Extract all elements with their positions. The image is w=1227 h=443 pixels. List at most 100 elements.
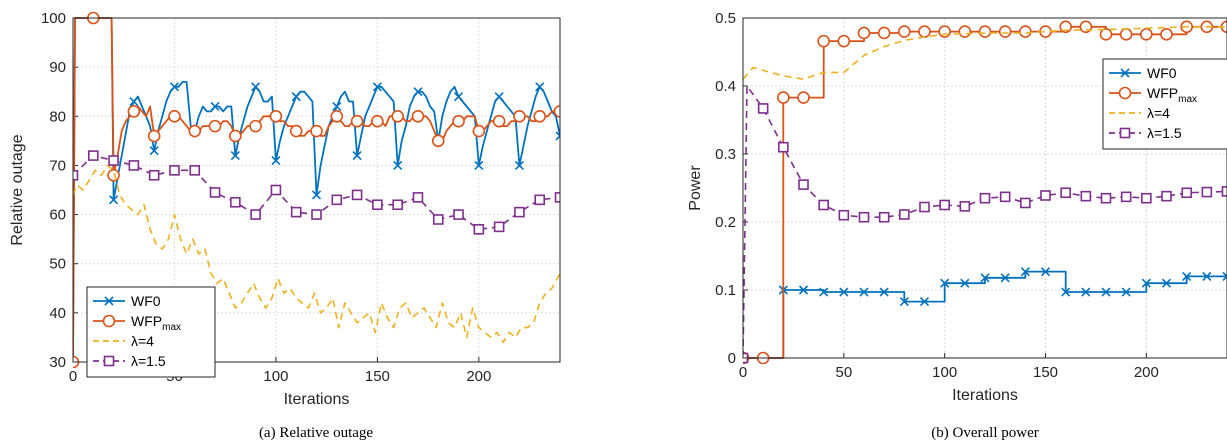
data-point-marker (1040, 267, 1051, 277)
data-point-marker (757, 103, 769, 114)
data-point-marker (109, 195, 119, 205)
data-point-marker (452, 114, 465, 128)
data-point-marker (147, 129, 161, 143)
data-point-marker (472, 124, 486, 138)
legend-label: WF0 (131, 293, 161, 309)
series-line (73, 164, 560, 344)
data-point-marker (797, 91, 810, 104)
legend-label: λ=4 (131, 333, 154, 349)
legend-swatch-marker (103, 355, 115, 367)
data-point-marker (107, 168, 120, 182)
data-point-marker (1020, 267, 1030, 277)
series-WFPmax (73, 12, 560, 368)
x-tick-label: 0 (69, 368, 77, 385)
y-axis-label: Power (687, 165, 704, 211)
data-point-marker (1202, 271, 1212, 281)
data-point-marker (1020, 197, 1031, 209)
series-WFPmax (743, 20, 1227, 364)
series-line (743, 270, 1227, 359)
data-point-marker (330, 109, 344, 123)
series-4 (73, 164, 560, 344)
legend-swatch-marker (1118, 86, 1132, 100)
data-point-marker (939, 199, 950, 211)
data-point-marker (1141, 278, 1151, 288)
y-tick-label: 40 (49, 305, 66, 322)
data-point-marker (128, 160, 140, 171)
data-point-marker (250, 209, 261, 220)
data-point-marker (1100, 192, 1112, 204)
y-axis-label: Relative outage (9, 134, 26, 245)
data-point-marker (290, 206, 302, 218)
data-point-marker (919, 201, 930, 213)
y-tick-label: 0 (728, 350, 736, 367)
data-point-marker (778, 141, 789, 153)
data-point-marker (209, 187, 221, 198)
data-point-marker (959, 201, 971, 212)
data-point-marker (411, 109, 425, 123)
data-point-marker (958, 25, 972, 38)
data-point-marker (1060, 187, 1071, 199)
series-1.5 (73, 150, 560, 235)
data-point-marker (980, 273, 990, 283)
data-point-marker (371, 114, 384, 128)
y-tick-label: 0.4 (715, 78, 736, 95)
data-point-marker (837, 34, 851, 48)
x-tick-label: 200 (466, 368, 491, 385)
x-axis-label: Iterations (284, 391, 350, 408)
y-tick-label: 80 (49, 108, 66, 125)
y-tick-label: 50 (49, 256, 66, 273)
x-tick-label: 0 (739, 364, 747, 381)
data-point-marker (251, 82, 261, 92)
data-point-marker (554, 192, 560, 203)
data-point-marker (1040, 190, 1051, 201)
data-point-marker (87, 150, 99, 161)
y-tick-label: 70 (49, 157, 66, 174)
data-point-marker (332, 101, 342, 112)
data-point-marker (898, 25, 911, 38)
x-axis-label: Iterations (952, 387, 1018, 404)
data-point-marker (514, 206, 525, 218)
legend-label: λ=1.5 (1147, 125, 1182, 141)
data-point-marker (289, 124, 303, 138)
data-point-marker (1101, 287, 1111, 297)
data-point-marker (229, 129, 242, 143)
x-tick-label: 200 (1134, 364, 1159, 381)
data-point-marker (1141, 192, 1152, 204)
x-tick-label: 150 (365, 368, 390, 385)
legend-label-subscript: max (162, 322, 181, 333)
data-point-marker (1119, 28, 1133, 41)
data-point-marker (350, 114, 364, 128)
data-point-marker (859, 287, 869, 297)
data-point-marker (392, 199, 403, 211)
data-point-marker (149, 146, 159, 156)
data-point-marker (1081, 287, 1091, 297)
data-point-marker (1099, 28, 1113, 41)
data-point-marker (230, 196, 241, 208)
data-point-marker (513, 109, 526, 123)
data-point-marker (940, 278, 950, 288)
data-point-marker (494, 92, 504, 102)
data-point-marker (919, 296, 930, 307)
data-point-marker (148, 169, 160, 181)
legend-label: λ=1.5 (131, 353, 166, 369)
legend-swatch-marker (1119, 127, 1131, 139)
y-tick-label: 0.5 (715, 10, 736, 27)
data-point-marker (1182, 271, 1192, 281)
data-point-marker (1140, 28, 1153, 41)
data-point-marker (269, 109, 283, 123)
data-point-marker (857, 26, 871, 40)
data-point-marker (819, 287, 829, 297)
data-point-marker (413, 87, 423, 97)
data-point-marker (208, 119, 222, 133)
data-point-marker (129, 96, 139, 107)
y-tick-label: 0.1 (715, 282, 736, 299)
data-point-marker (432, 214, 444, 225)
data-point-marker (1161, 278, 1172, 288)
y-tick-label: 0.3 (715, 146, 736, 163)
data-point-marker (817, 34, 830, 48)
data-point-marker (249, 119, 262, 133)
data-point-marker (1061, 287, 1071, 297)
